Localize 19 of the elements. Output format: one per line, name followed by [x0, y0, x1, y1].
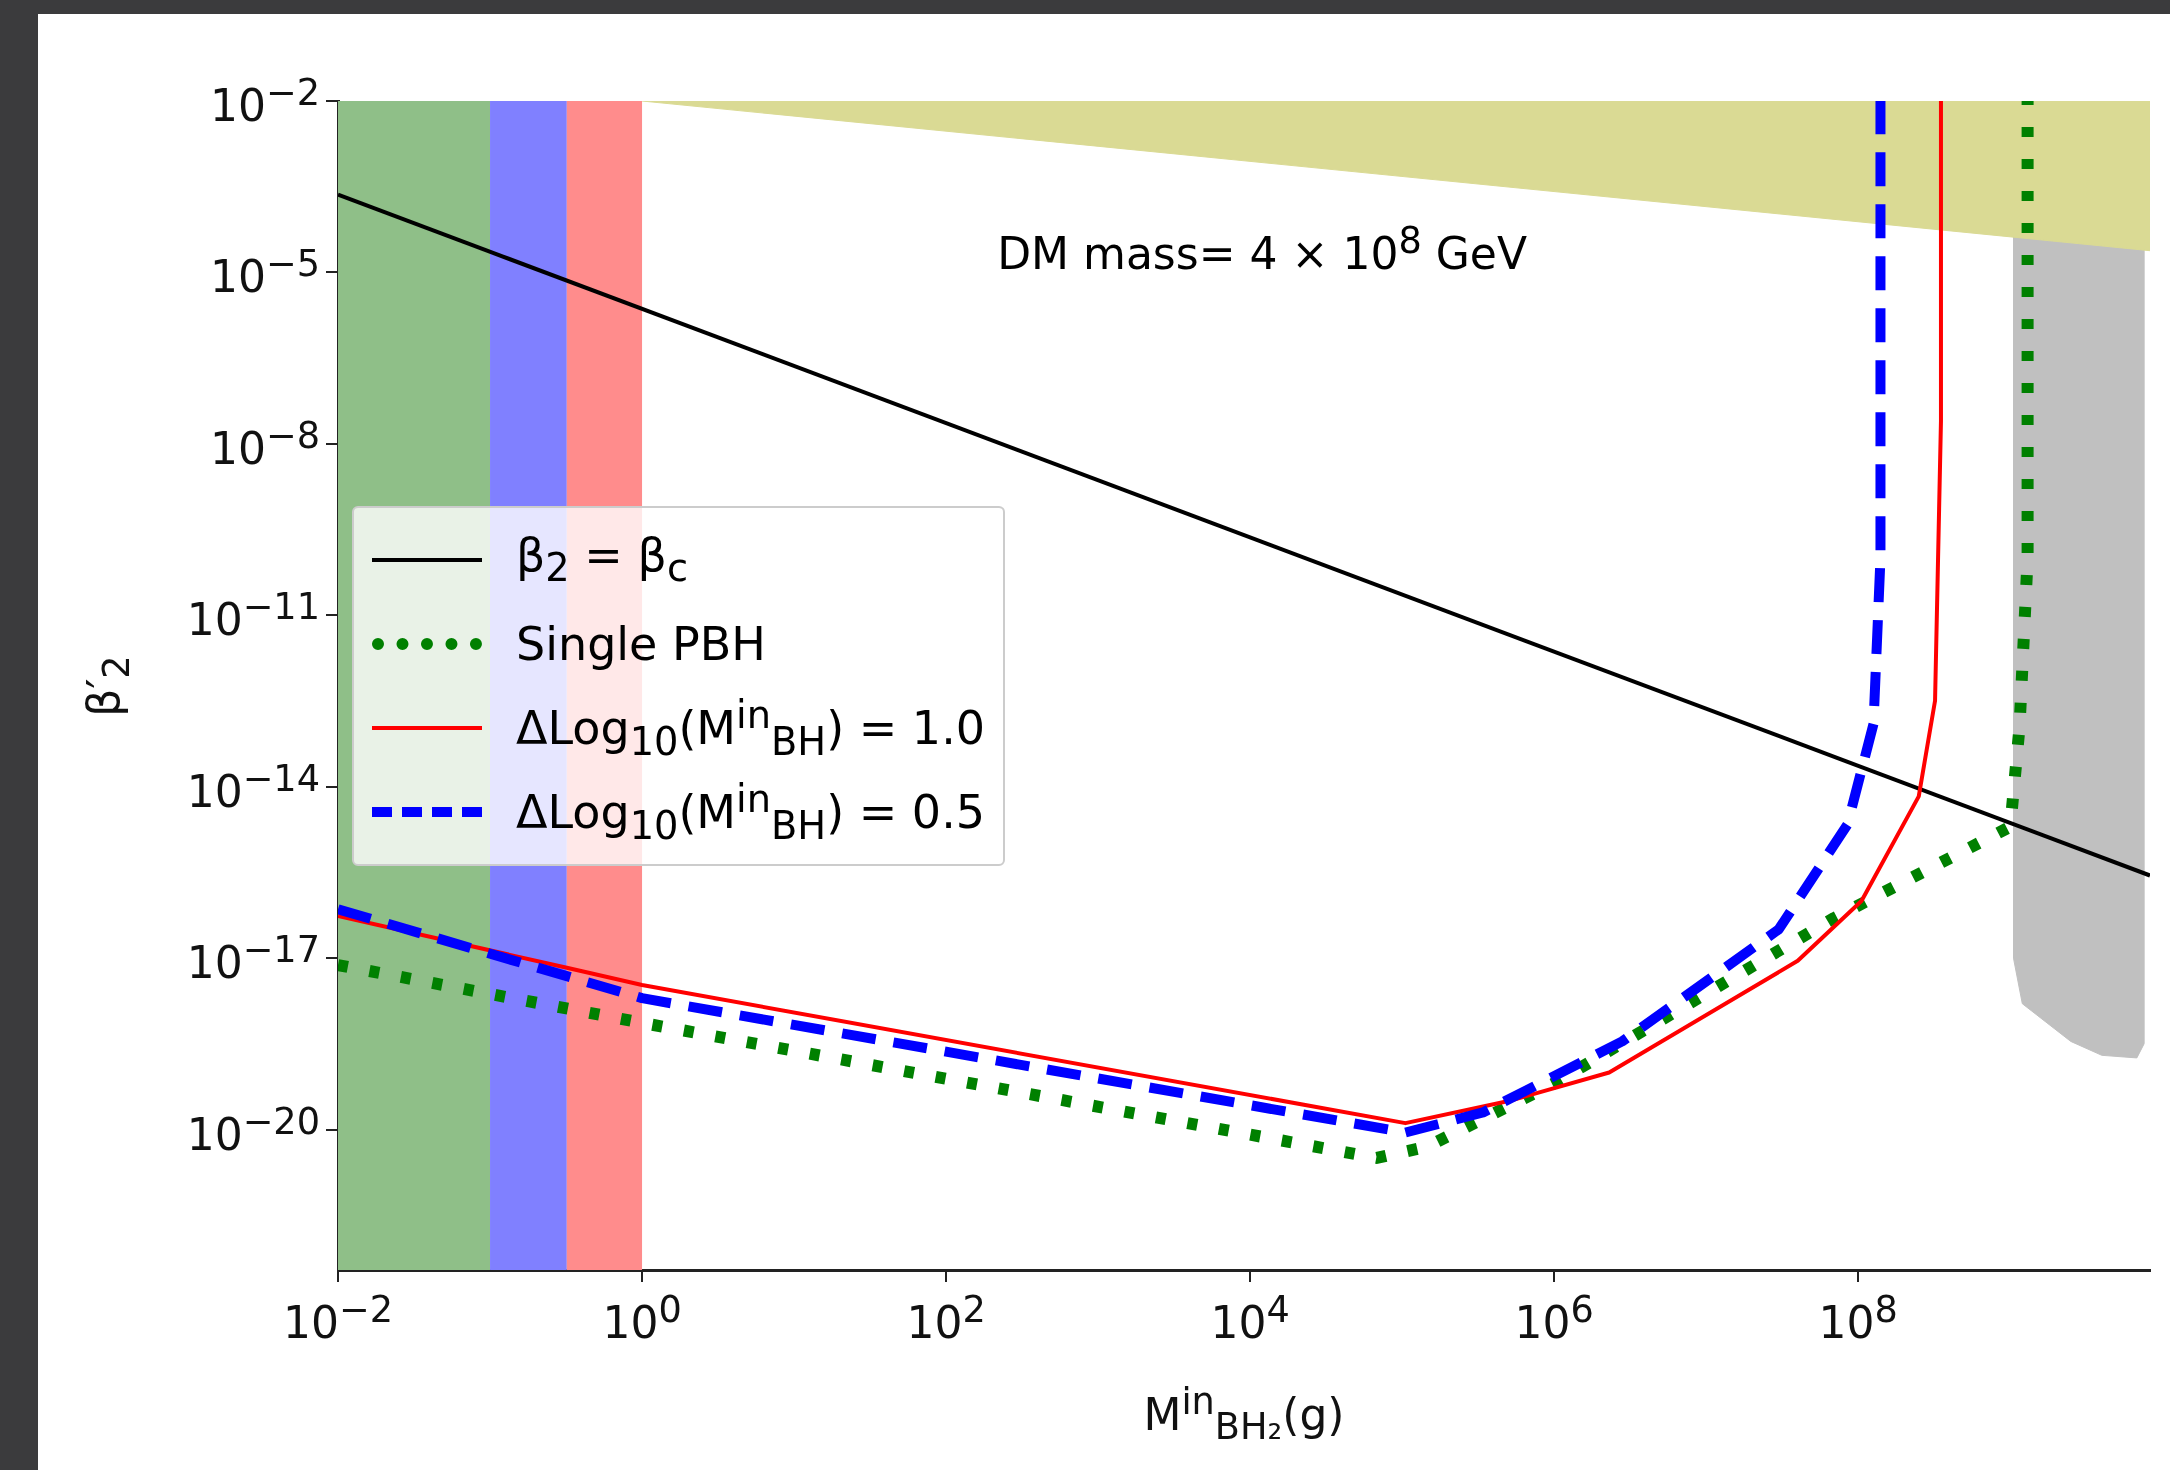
- x-axis-title: M$^{in}$$_{BH₂}$(g): [1143, 1380, 1345, 1449]
- y-tick-label: 10$^{−2}$: [209, 71, 320, 131]
- x-tick-label: 10$^{0}$: [602, 1288, 682, 1348]
- y-tick-label: 10$^{−11}$: [186, 585, 320, 646]
- y-tick-label: 10$^{−8}$: [209, 414, 320, 474]
- x-tick-label: 10$^{−2}$: [282, 1288, 394, 1348]
- annotation: DM mass= 4 × 10$^{8}$ GeV: [997, 219, 1527, 279]
- legend-label: ΔLog$_{10}$(M$^{in}$$_{BH}$) = 1.0: [516, 691, 986, 764]
- legend-label: Single PBH: [516, 616, 766, 671]
- x-tick-label: 10$^{8}$: [1818, 1288, 1898, 1348]
- x-tick-label: 10$^{2}$: [906, 1288, 986, 1348]
- y-tick-label: 10$^{−14}$: [186, 756, 320, 817]
- x-tick-label: 10$^{6}$: [1514, 1288, 1594, 1348]
- legend-label: ΔLog$_{10}$(M$^{in}$$_{BH}$) = 0.5: [516, 775, 986, 848]
- y-tick-label: 10$^{−17}$: [186, 928, 320, 989]
- x-tick-label: 10$^{4}$: [1210, 1288, 1290, 1348]
- y-tick-label: 10$^{−20}$: [186, 1099, 320, 1160]
- legend-label: β$_{2}$ = β$_{c}$: [516, 528, 688, 591]
- y-tick-label: 10$^{−5}$: [209, 242, 320, 303]
